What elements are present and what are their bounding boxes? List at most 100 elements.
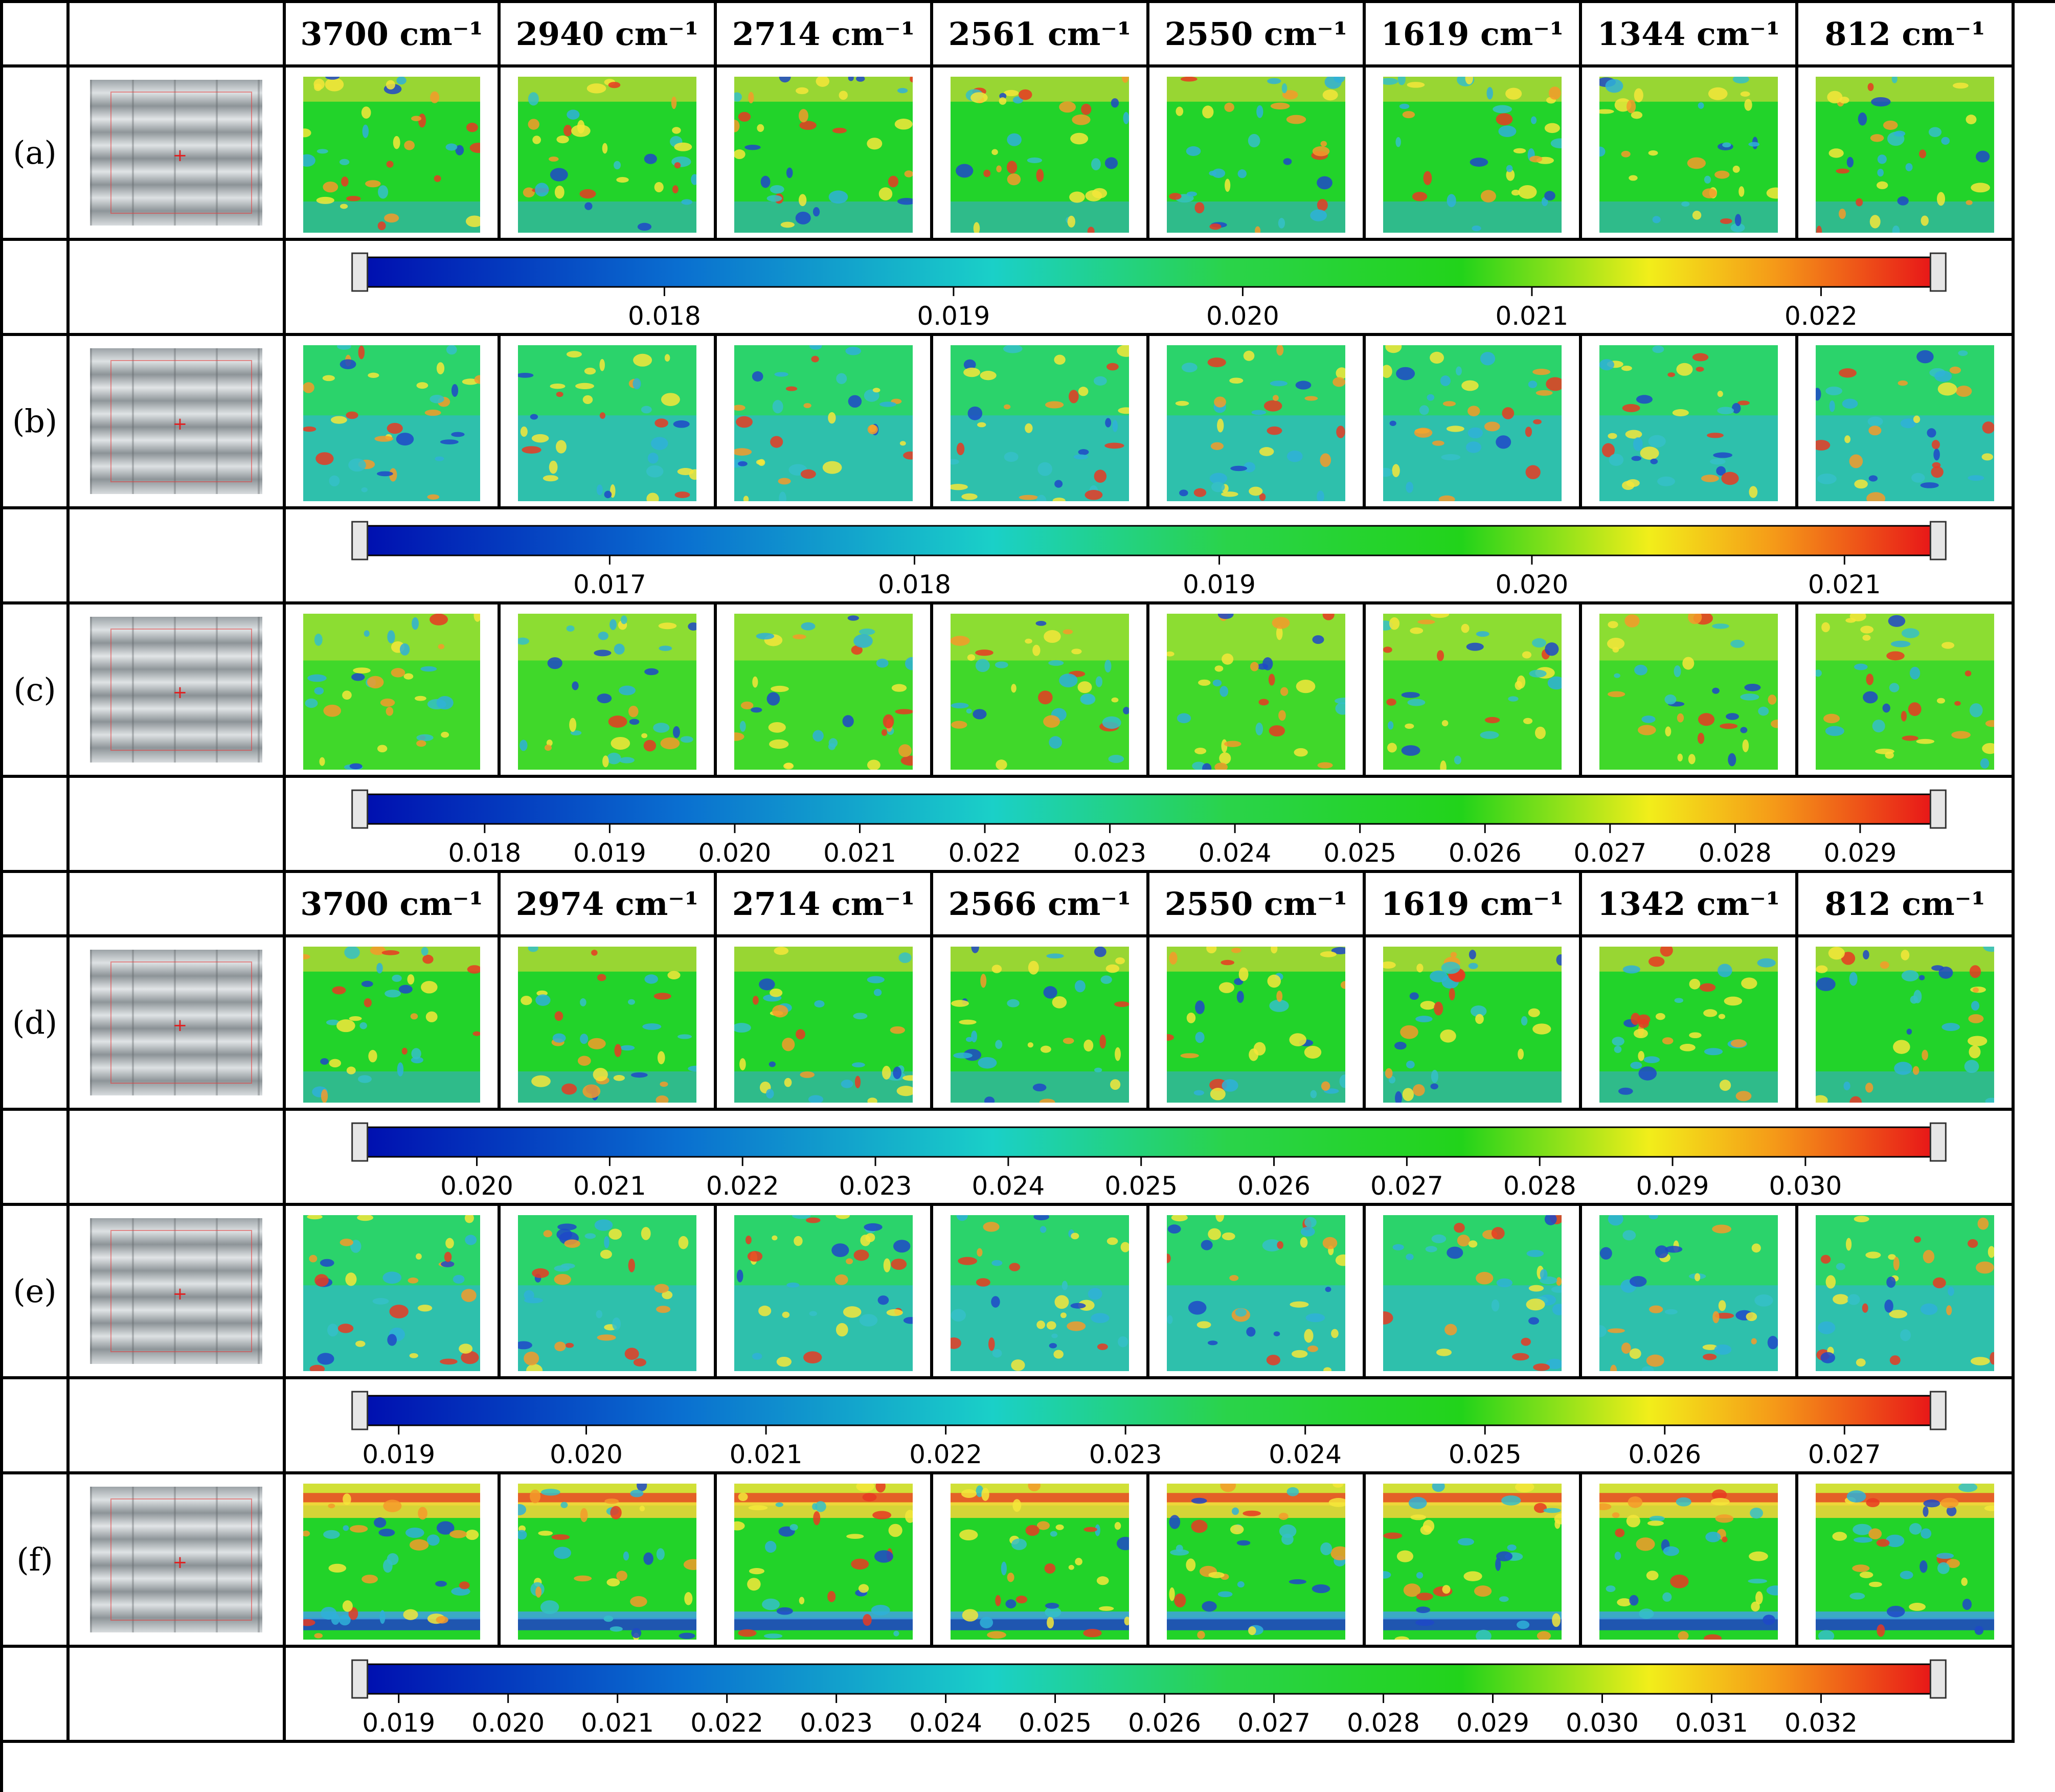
colorbar-tick-label: 0.024 <box>1269 1440 1342 1469</box>
colorbar-left-handle <box>351 252 369 292</box>
colorbar-tick-label: 0.026 <box>1449 838 1522 868</box>
colorbar-left-handle <box>351 1659 369 1699</box>
colorbar-tick-label: 0.027 <box>1573 838 1646 868</box>
colorbar-tick-label: 0.022 <box>949 838 1022 868</box>
chemical-map-cell <box>1149 1206 1366 1379</box>
chemical-map <box>518 77 696 233</box>
colorbar-tick-label: 0.023 <box>1089 1440 1162 1469</box>
colorbar-tick-label: 0.021 <box>1496 301 1569 331</box>
chemical-map <box>1383 345 1562 501</box>
wavenumber-header: 2714 cm⁻¹ <box>717 873 933 937</box>
colorbar-0: 0.018 0.019 0.020 0.021 0.022 <box>351 252 1947 331</box>
colorbar-tick-label: 0.025 <box>1323 838 1396 868</box>
row-label: (c) <box>3 604 70 778</box>
colorbar-tick-label: 0.026 <box>1237 1171 1311 1201</box>
colorbar-tick-label: 0.022 <box>909 1440 982 1469</box>
chemical-map-cell <box>1582 604 1798 778</box>
colorbar: 0.019 0.020 0.021 0.022 0.023 0.024 0.025 0.026… <box>286 1379 2012 1471</box>
colorbar-tick-label: 0.023 <box>800 1708 873 1738</box>
colorbar: 0.017 0.018 0.019 0.020 0.021 <box>286 509 2012 601</box>
measurement-area <box>110 961 252 1084</box>
chemical-map <box>1383 614 1562 770</box>
colorbar-5: 0.019 0.020 0.021 0.022 0.023 0.024 0.025 0.026… <box>351 1659 1947 1738</box>
colorbar-tick-label: 0.028 <box>1347 1708 1420 1738</box>
wavenumber-header: 2974 cm⁻¹ <box>501 873 717 937</box>
chemical-map-cell <box>1798 604 2015 778</box>
chemical-map-cell <box>717 1474 933 1648</box>
chemical-map-cell <box>933 1206 1149 1379</box>
chemical-map <box>1383 1215 1562 1371</box>
colorbar-tick-label: 0.024 <box>1199 838 1272 868</box>
wavenumber-header: 1342 cm⁻¹ <box>1582 873 1798 937</box>
measurement-area <box>110 1498 252 1621</box>
colorbar-tick-label: 0.017 <box>573 570 646 599</box>
wavenumber-header: 2566 cm⁻¹ <box>933 873 1149 937</box>
chemical-map <box>303 947 480 1103</box>
sample-photo-cell: + <box>70 604 286 778</box>
sample-photo: + <box>90 80 262 226</box>
colorbar-right-handle <box>1929 1122 1947 1162</box>
crosshair-icon: + <box>172 145 188 166</box>
chemical-map-cell <box>501 1206 717 1379</box>
chemical-map-cell <box>1366 604 1582 778</box>
chemical-map <box>1599 947 1778 1103</box>
colorbar-cell: 0.020 0.021 0.022 0.023 0.024 0.025 0.026 0.027… <box>286 1111 2015 1206</box>
measurement-area <box>110 1229 252 1353</box>
chemical-map-cell <box>1582 336 1798 509</box>
colorbar-tick-label: 0.032 <box>1785 1708 1858 1738</box>
chemical-map <box>1816 77 1994 233</box>
chemical-map <box>734 77 913 233</box>
colorbar-tick-label: 0.020 <box>471 1708 545 1738</box>
colorbar-tick-label: 0.025 <box>1019 1708 1092 1738</box>
colorbar-gradient <box>367 256 1931 288</box>
colorbar-tick-label: 0.031 <box>1675 1708 1748 1738</box>
sample-photo: + <box>90 617 262 763</box>
colorbar-tick-label: 0.021 <box>573 1171 646 1201</box>
chemical-map-cell <box>1366 336 1582 509</box>
colorbar-tick-label: 0.020 <box>698 838 772 868</box>
chemical-map <box>1383 1484 1562 1640</box>
chemical-map <box>1167 77 1345 233</box>
chemical-map-cell <box>1798 336 2015 509</box>
blank-cell <box>3 1648 70 1743</box>
colorbar-tick-label: 0.020 <box>550 1440 623 1469</box>
colorbar-tick-label: 0.018 <box>878 570 951 599</box>
chemical-map <box>734 614 913 770</box>
chemical-map <box>303 345 480 501</box>
colorbar-tick-label: 0.022 <box>706 1171 779 1201</box>
colorbar-tick-label: 0.026 <box>1628 1440 1701 1469</box>
colorbar-tick-label: 0.024 <box>972 1171 1045 1201</box>
colorbar-4: 0.019 0.020 0.021 0.022 0.023 0.024 0.025 0.026… <box>351 1391 1947 1469</box>
chemical-map <box>1383 77 1562 233</box>
chemical-map <box>303 1484 480 1640</box>
chemical-map-cell <box>501 1474 717 1648</box>
blank-cell <box>3 1111 70 1206</box>
wavenumber-header: 2550 cm⁻¹ <box>1149 3 1366 68</box>
sample-photo: + <box>90 1218 262 1364</box>
measurement-area <box>110 628 252 751</box>
colorbar-left-handle <box>351 1122 369 1162</box>
blank-cell <box>3 241 70 336</box>
colorbar-tick-label: 0.020 <box>1206 301 1279 331</box>
chemical-map-cell <box>1366 68 1582 241</box>
sample-photo-cell: + <box>70 1474 286 1648</box>
colorbar: 0.020 0.021 0.022 0.023 0.024 0.025 0.026 0.027… <box>286 1111 2012 1203</box>
wavenumber-header: 1619 cm⁻¹ <box>1366 873 1582 937</box>
chemical-map <box>1816 614 1994 770</box>
chemical-map <box>518 1215 696 1371</box>
colorbar-tick-label: 0.030 <box>1769 1171 1842 1201</box>
wavenumber-header: 2940 cm⁻¹ <box>501 3 717 68</box>
colorbar-tick-label: 0.021 <box>823 838 896 868</box>
colorbar-gradient <box>367 793 1931 825</box>
colorbar-tick-label: 0.021 <box>730 1440 803 1469</box>
blank-cell <box>70 1379 286 1474</box>
colorbar-cell: 0.018 0.019 0.020 0.021 0.022 0.023 0.024 0.025… <box>286 778 2015 873</box>
blank-cell <box>3 509 70 604</box>
colorbar-tick-label: 0.027 <box>1808 1440 1881 1469</box>
colorbar-tick-label: 0.021 <box>581 1708 654 1738</box>
crosshair-icon: + <box>172 1552 188 1573</box>
sample-photo-cell: + <box>70 937 286 1111</box>
colorbar-tick-label: 0.029 <box>1456 1708 1529 1738</box>
blank-cell <box>70 1111 286 1206</box>
chemical-map-cell <box>717 937 933 1111</box>
